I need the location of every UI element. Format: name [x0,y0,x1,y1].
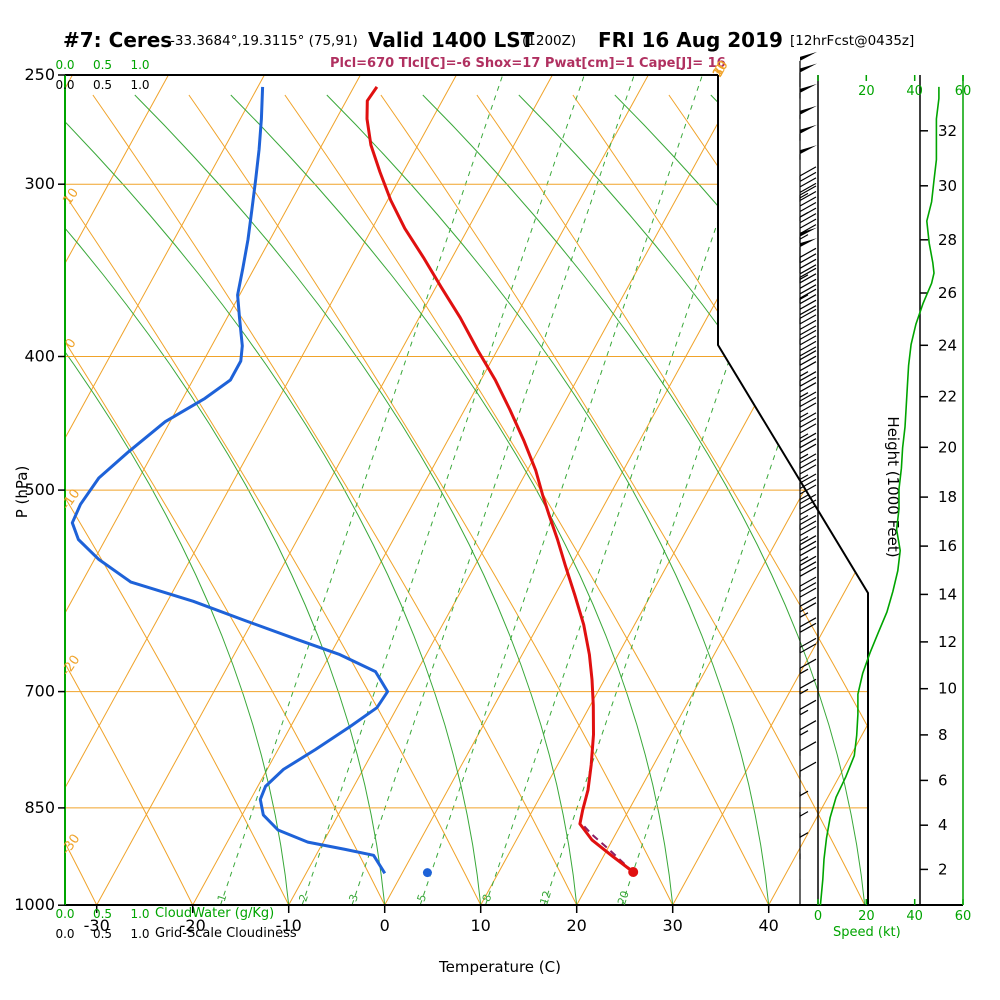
svg-text:0.0: 0.0 [55,927,74,941]
valid-date: FRI 16 Aug 2019 [598,28,783,52]
svg-text:28: 28 [938,231,957,249]
forecast-tag: [12hrFcst@0435z] [790,33,915,49]
svg-text:20: 20 [858,84,875,99]
svg-text:500: 500 [24,480,55,499]
svg-text:-20: -20 [59,653,83,679]
svg-text:40: 40 [759,916,779,935]
svg-text:300: 300 [24,174,55,193]
sounding-parameters: Plcl=670 Tlcl[C]=-6 Shox=17 Pwat[cm]=1 C… [330,56,726,71]
svg-text:22: 22 [938,388,957,406]
svg-text:8: 8 [480,893,495,904]
svg-text:1.0: 1.0 [130,907,149,921]
svg-text:0.0: 0.0 [55,907,74,921]
svg-text:20: 20 [858,909,875,924]
svg-text:20: 20 [567,916,587,935]
svg-text:0: 0 [380,916,390,935]
background-grid [65,75,868,905]
dry-adiabat-lines [65,94,868,905]
svg-text:60: 60 [955,909,972,924]
svg-text:0.0: 0.0 [55,78,74,92]
svg-text:40: 40 [906,84,923,99]
svg-text:0.0: 0.0 [55,58,74,72]
svg-text:20: 20 [615,889,632,906]
svg-text:-30: -30 [59,832,83,858]
temperature-curve [365,86,635,874]
svg-text:400: 400 [24,346,55,365]
svg-text:10: 10 [60,186,82,208]
svg-text:10: 10 [938,680,957,698]
svg-text:5: 5 [415,893,430,904]
svg-text:1.0: 1.0 [130,927,149,941]
svg-text:6: 6 [938,771,948,789]
wind-barbs [799,51,817,906]
svg-text:10: 10 [710,58,731,80]
valid-time: Valid 1400 LST [368,28,535,52]
svg-text:30: 30 [938,177,957,195]
svg-text:250: 250 [24,65,55,84]
svg-text:1000: 1000 [14,895,55,914]
svg-text:20: 20 [938,438,957,456]
svg-text:-30: -30 [84,916,110,935]
svg-text:26: 26 [938,284,957,302]
svg-text:1.0: 1.0 [130,78,149,92]
svg-text:60: 60 [955,84,972,99]
svg-text:1.0: 1.0 [130,58,149,72]
station-title: #7: Ceres [63,28,173,52]
svg-text:1: 1 [215,893,230,904]
svg-text:2: 2 [938,860,948,878]
wind-speed-curve [819,86,940,906]
temperature-axis-label: Temperature (C) [439,958,561,976]
svg-text:850: 850 [24,798,55,817]
svg-text:700: 700 [24,682,55,701]
dewpoint-curve [70,86,390,875]
parcel-path-curve [579,821,634,873]
svg-text:20: 20 [710,58,731,80]
svg-text:12: 12 [938,633,957,651]
svg-text:2: 2 [297,893,312,904]
svg-text:0.5: 0.5 [93,927,112,941]
plot-frame [64,74,964,906]
valid-zulu: (1200Z) [522,33,577,49]
speed-axis-label: Speed (kt) [833,925,901,940]
svg-text:0: 0 [814,909,822,924]
svg-text:0.5: 0.5 [93,907,112,921]
svg-text:10: 10 [471,916,491,935]
surface-markers [422,866,639,878]
svg-text:-10: -10 [276,916,302,935]
pressure-gridlines [65,75,868,905]
station-location: -33.3684°,19.3115° (75,91) [170,33,358,49]
svg-text:12: 12 [537,889,554,906]
svg-text:16: 16 [938,537,957,555]
cloudiness-axis-label: Grid-Scale Cloudiness [155,926,297,941]
svg-text:24: 24 [938,336,957,354]
svg-text:40: 40 [906,909,923,924]
svg-text:-20: -20 [180,916,206,935]
moist-adiabat-lines [65,94,868,905]
svg-text:0.5: 0.5 [93,78,112,92]
svg-text:32: 32 [938,122,957,140]
svg-text:0.5: 0.5 [93,58,112,72]
svg-text:8: 8 [938,726,948,744]
svg-text:30: 30 [710,58,731,80]
svg-text:30: 30 [663,916,683,935]
cloudwater-axis-label: CloudWater (g/Kg) [155,906,275,921]
svg-text:14: 14 [938,585,957,603]
svg-text:3: 3 [346,893,361,904]
svg-text:18: 18 [938,488,957,506]
svg-text:4: 4 [938,816,948,834]
